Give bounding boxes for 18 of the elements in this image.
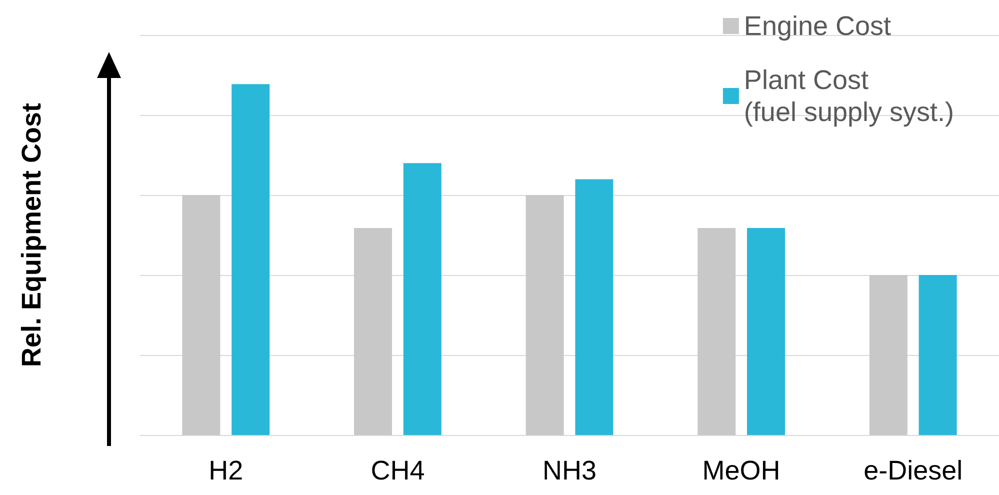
legend-label: Plant Cost (fuel supply syst.) [744,65,954,127]
bar [354,228,392,435]
bar [869,275,908,435]
x-tick-label: H2 [208,456,244,486]
y-axis-title: Rel. Equipment Cost [16,102,46,368]
x-tick-label: e-Diesel [864,456,963,486]
bar [182,195,220,435]
bar [698,228,736,435]
legend-label: Engine Cost [744,11,892,41]
bar [232,84,270,435]
bar [403,163,442,435]
x-tick-label: MeOH [702,456,780,486]
bar [526,195,564,435]
x-tick-label: CH4 [370,456,425,486]
x-tick-label: NH3 [542,456,597,486]
bar [918,275,957,435]
bar [575,179,614,435]
bar [747,228,785,435]
